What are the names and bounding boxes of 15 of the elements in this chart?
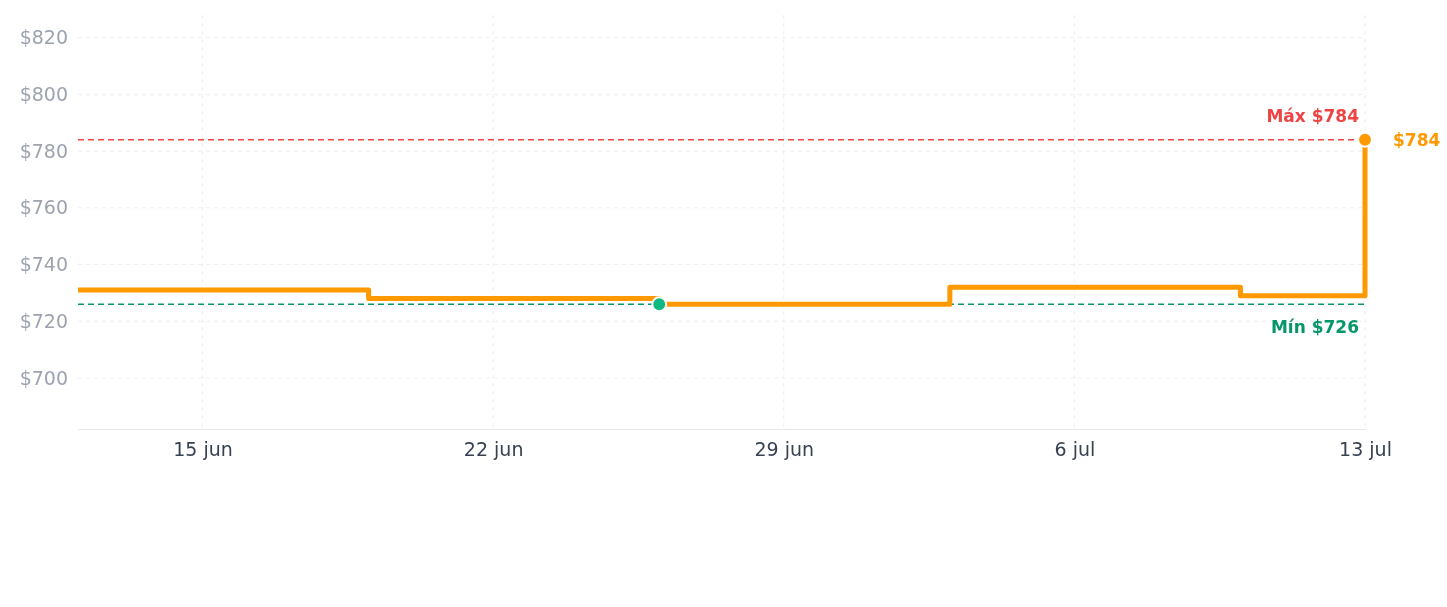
- ref-line-label: Mín $726: [1270, 317, 1359, 338]
- y-tick-label: $800: [19, 82, 68, 105]
- y-tick-label: $740: [19, 253, 68, 276]
- x-tick-label: 6 jul: [1054, 438, 1096, 461]
- annotation: $784: [1393, 129, 1441, 150]
- y-tick-label: $720: [19, 309, 68, 332]
- y-tick-label: $780: [19, 139, 68, 162]
- y-tick-label: $700: [19, 366, 68, 389]
- ref-line-label: Máx $784: [1266, 105, 1360, 126]
- x-tick-label: 22 jun: [463, 438, 524, 461]
- y-tick-label: $760: [19, 196, 68, 219]
- y-tick-label: $820: [19, 26, 68, 49]
- x-tick-label: 29 jun: [754, 438, 815, 461]
- x-tick-label: 13 jul: [1339, 438, 1392, 461]
- x-tick-label: 15 jun: [173, 438, 233, 461]
